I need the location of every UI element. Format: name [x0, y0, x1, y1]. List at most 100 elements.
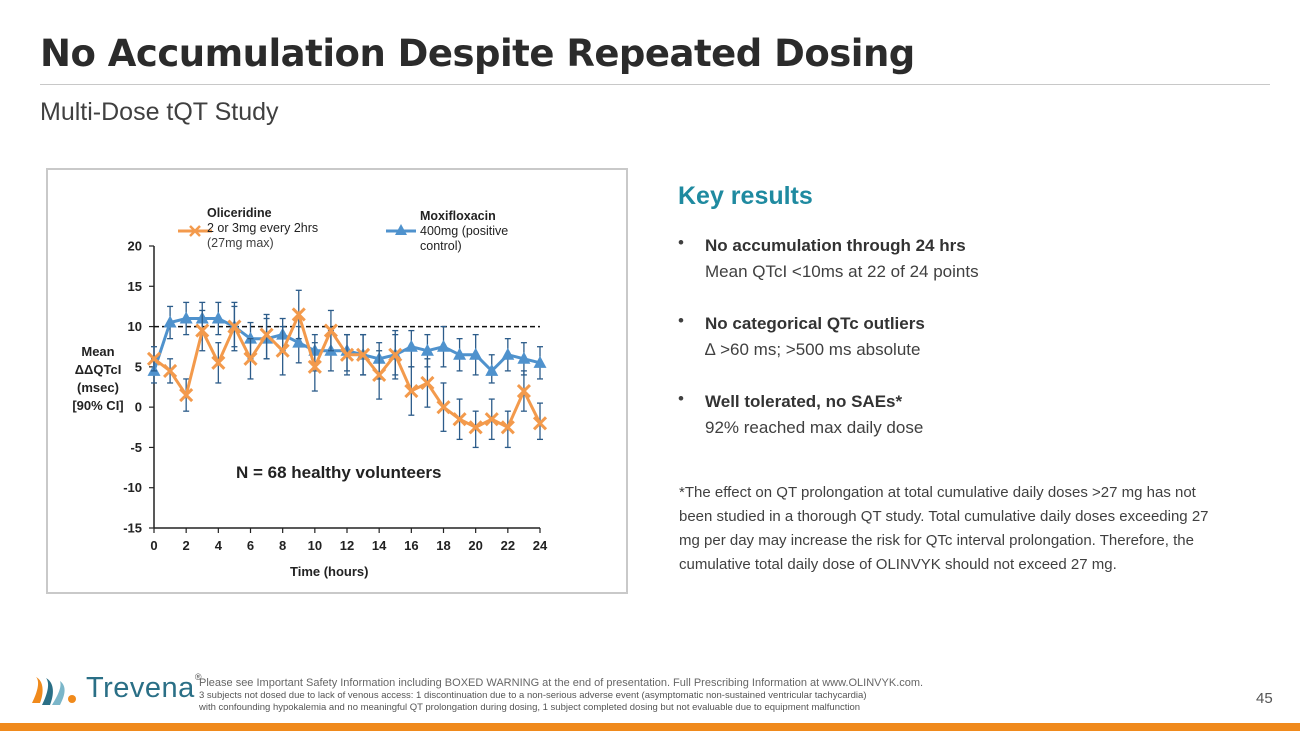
key-result-item: • No accumulation through 24 hrs Mean QT…: [678, 233, 1238, 286]
moxifloxacin-point: [404, 339, 418, 352]
oliceridine-point: [420, 375, 435, 391]
oliceridine-point: [339, 347, 355, 362]
oliceridine-point: [307, 359, 322, 374]
y-tick-label: 0: [135, 400, 142, 415]
key-results-title: Key results: [678, 182, 813, 210]
key-result-heading: No accumulation through 24 hrs: [705, 236, 966, 255]
key-result-detail: 92% reached max daily dose: [705, 418, 924, 437]
oliceridine-point: [211, 355, 226, 370]
x-tick-label: 10: [308, 538, 322, 553]
legend-oliceridine: Oliceridine 2 or 3mg every 2hrs (27mg ma…: [207, 206, 318, 251]
moxifloxacin-point: [244, 331, 257, 344]
x-tick-label: 24: [533, 538, 548, 553]
legend-oliceridine-dose: 2 or 3mg every 2hrs: [207, 221, 319, 235]
moxifloxacin-point: [453, 347, 467, 360]
moxifloxacin-point: [179, 311, 193, 324]
oliceridine-point: [516, 383, 531, 399]
oliceridine-point: [388, 347, 403, 362]
moxifloxacin-point: [501, 347, 515, 360]
y-tick-label: -5: [130, 440, 142, 455]
footer-disclaimer: Please see Important Safety Information …: [199, 677, 923, 714]
x-tick-label: 22: [501, 538, 515, 553]
x-tick-label: 12: [340, 538, 354, 553]
x-tick-label: 6: [247, 538, 254, 553]
x-tick-label: 18: [436, 538, 450, 553]
oliceridine-point: [146, 351, 162, 366]
moxifloxacin-point: [292, 335, 306, 348]
chart-frame: [46, 168, 628, 594]
moxifloxacin-point: [469, 347, 483, 360]
moxifloxacin-point: [211, 311, 225, 324]
trevena-logo-icon: [32, 677, 76, 705]
key-result-detail: ∆ >60 ms; >500 ms absolute: [705, 340, 921, 359]
oliceridine-point: [163, 363, 178, 378]
trevena-logo-text: Trevena®: [86, 672, 202, 705]
legend-oliceridine-max: (27mg max): [207, 236, 274, 250]
moxifloxacin-point: [517, 351, 531, 364]
footer-note-line: with confounding hypokalemia and no mean…: [199, 702, 861, 713]
y-tick-label: 10: [128, 319, 142, 334]
page-number: 45: [1256, 690, 1273, 707]
bullet-icon: •: [678, 233, 684, 252]
safety-footnote: *The effect on QT prolongation at total …: [679, 484, 1209, 573]
moxifloxacin-point: [437, 339, 450, 352]
legend-moxifloxacin-swatch-marker: [395, 224, 407, 235]
key-result-heading: Well tolerated, no SAEs*: [705, 392, 903, 411]
title-divider: [40, 84, 1270, 85]
key-result-item: • No categorical QTc outliers ∆ >60 ms; …: [678, 311, 1238, 364]
legend-moxifloxacin: Moxifloxacin 400mg (positive control): [420, 209, 508, 254]
x-tick-label: 16: [404, 538, 418, 553]
legend-moxifloxacin-dose: 400mg (positive: [420, 224, 509, 238]
oliceridine-point: [259, 327, 274, 342]
y-tick-label: -10: [123, 480, 142, 495]
key-result-item: • Well tolerated, no SAEs* 92% reached m…: [678, 389, 1238, 442]
oliceridine-point: [468, 420, 483, 435]
moxifloxacin-point: [420, 343, 434, 356]
brand-bottom-bar: [0, 723, 1300, 731]
oliceridine-point: [372, 367, 387, 382]
oliceridine-point: [243, 351, 258, 366]
bullet-icon: •: [678, 311, 684, 330]
oliceridine-point: [500, 420, 515, 435]
oliceridine-point: [275, 343, 290, 358]
sample-size-annotation: N = 68 healthy volunteers: [236, 463, 442, 482]
x-tick-label: 4: [215, 538, 223, 553]
x-tick-label: 20: [468, 538, 482, 553]
y-axis-label-line: (msec): [77, 380, 119, 395]
y-axis-label: Mean ΔΔQTcI (msec) [90% CI]: [52, 343, 144, 415]
oliceridine-point: [404, 383, 419, 399]
key-results-list: • No accumulation through 24 hrs Mean QT…: [678, 233, 1238, 467]
moxifloxacin-point: [533, 355, 547, 368]
oliceridine-point: [323, 323, 338, 338]
y-tick-label: 5: [135, 359, 142, 374]
y-tick-label: 20: [128, 239, 142, 254]
logo-registered-mark: ®: [194, 672, 202, 682]
x-tick-label: 8: [279, 538, 286, 553]
moxifloxacin-point: [485, 363, 499, 376]
x-axis-label: Time (hours): [290, 564, 369, 579]
moxifloxacin-point: [163, 315, 177, 328]
oliceridine-point: [484, 412, 499, 427]
legend-moxifloxacin-name: Moxifloxacin: [420, 209, 496, 223]
x-tick-label: 2: [183, 538, 190, 553]
bullet-icon: •: [678, 389, 684, 408]
y-tick-label: -15: [123, 521, 142, 536]
logo-wordmark: Trevena: [86, 672, 195, 704]
oliceridine-point: [452, 412, 467, 427]
key-result-heading: No categorical QTc outliers: [705, 314, 925, 333]
footer-isi-line: Please see Important Safety Information …: [199, 677, 924, 689]
page-title: No Accumulation Despite Repeated Dosing: [40, 32, 915, 75]
legend-moxifloxacin-note: control): [420, 239, 462, 253]
x-tick-label: 14: [372, 538, 387, 553]
oliceridine-point: [532, 416, 548, 431]
y-axis-label-line: [90% CI]: [72, 398, 124, 413]
x-tick-label: 0: [150, 538, 157, 553]
key-result-detail: Mean QTcI <10ms at 22 of 24 points: [705, 262, 979, 281]
oliceridine-point: [195, 323, 210, 338]
y-axis-label-line: Mean: [81, 344, 115, 359]
y-tick-label: 15: [128, 279, 142, 294]
y-axis-label-line: ΔΔQTcI: [74, 362, 122, 377]
oliceridine-point: [356, 347, 371, 362]
page-subtitle: Multi-Dose tQT Study: [40, 98, 279, 126]
